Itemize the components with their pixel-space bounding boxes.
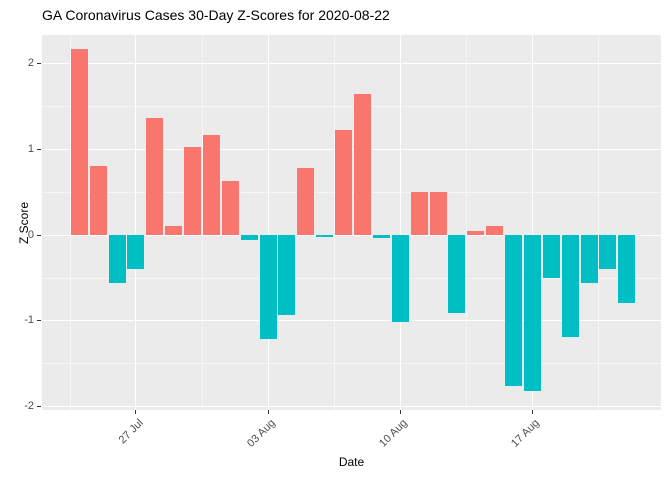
bar <box>165 225 183 235</box>
plot-panel <box>42 35 661 410</box>
x-tick-mark <box>399 410 401 414</box>
y-tick-label: 1 <box>27 142 34 155</box>
bar <box>354 93 371 235</box>
y-tick-label: 2 <box>27 57 34 70</box>
bar <box>316 235 334 237</box>
x-tick-mark <box>531 410 533 414</box>
bar <box>127 235 145 270</box>
gridline-minor-vertical <box>201 35 203 410</box>
bar <box>618 235 636 303</box>
gridline-minor-vertical <box>598 35 600 410</box>
y-tick-mark <box>37 320 41 322</box>
bar <box>580 235 598 283</box>
x-tick-mark <box>267 410 269 414</box>
y-tick-mark <box>37 405 41 407</box>
gridline-major-horizontal <box>42 405 661 407</box>
bar <box>70 49 88 235</box>
bar <box>467 230 485 235</box>
bar <box>561 235 579 337</box>
bar <box>448 235 466 313</box>
y-tick-mark <box>37 63 41 65</box>
bar <box>335 129 353 235</box>
gridline-minor-vertical <box>69 35 71 410</box>
x-tick-label: 10 Aug <box>377 417 410 450</box>
bar <box>505 235 523 386</box>
bar <box>240 235 258 241</box>
gridline-major-vertical <box>267 35 269 410</box>
bar <box>259 235 277 339</box>
x-tick-label: 03 Aug <box>244 417 278 450</box>
gridline-major-vertical <box>531 35 533 410</box>
bar <box>486 225 504 235</box>
bar <box>599 235 617 270</box>
bar <box>146 118 164 235</box>
gridline-major-horizontal <box>42 320 661 322</box>
bar <box>523 235 541 391</box>
gridline-major-vertical <box>399 35 401 410</box>
bar <box>391 235 409 322</box>
bar <box>542 235 560 278</box>
x-axis-title: Date <box>338 455 365 469</box>
bar <box>297 168 315 235</box>
gridline-major-vertical <box>135 35 137 410</box>
gridline-minor-vertical <box>466 35 468 410</box>
bar <box>410 192 428 235</box>
gridline-minor-horizontal <box>42 277 661 279</box>
bar <box>372 235 390 239</box>
y-tick-label: -1 <box>24 314 34 327</box>
y-tick-label: -2 <box>24 399 34 412</box>
y-tick-label: 0 <box>27 228 34 241</box>
gridline-minor-horizontal <box>42 363 661 365</box>
gridline-major-horizontal <box>42 234 661 236</box>
bar <box>184 146 202 235</box>
bar <box>89 165 107 235</box>
bar <box>429 192 447 235</box>
x-tick-label: 27 Jul <box>116 417 146 447</box>
bar <box>278 235 296 315</box>
y-tick-mark <box>37 148 41 150</box>
bar <box>202 134 220 235</box>
gridline-minor-vertical <box>333 35 335 410</box>
gridline-minor-horizontal <box>42 106 661 108</box>
gridline-major-horizontal <box>42 63 661 65</box>
y-tick-mark <box>37 234 41 236</box>
chart-title: GA Coronavirus Cases 30-Day Z-Scores for… <box>42 7 390 23</box>
bar <box>108 235 126 283</box>
x-tick-mark <box>135 410 137 414</box>
x-tick-label: 17 Aug <box>509 417 542 450</box>
bar <box>221 181 239 235</box>
